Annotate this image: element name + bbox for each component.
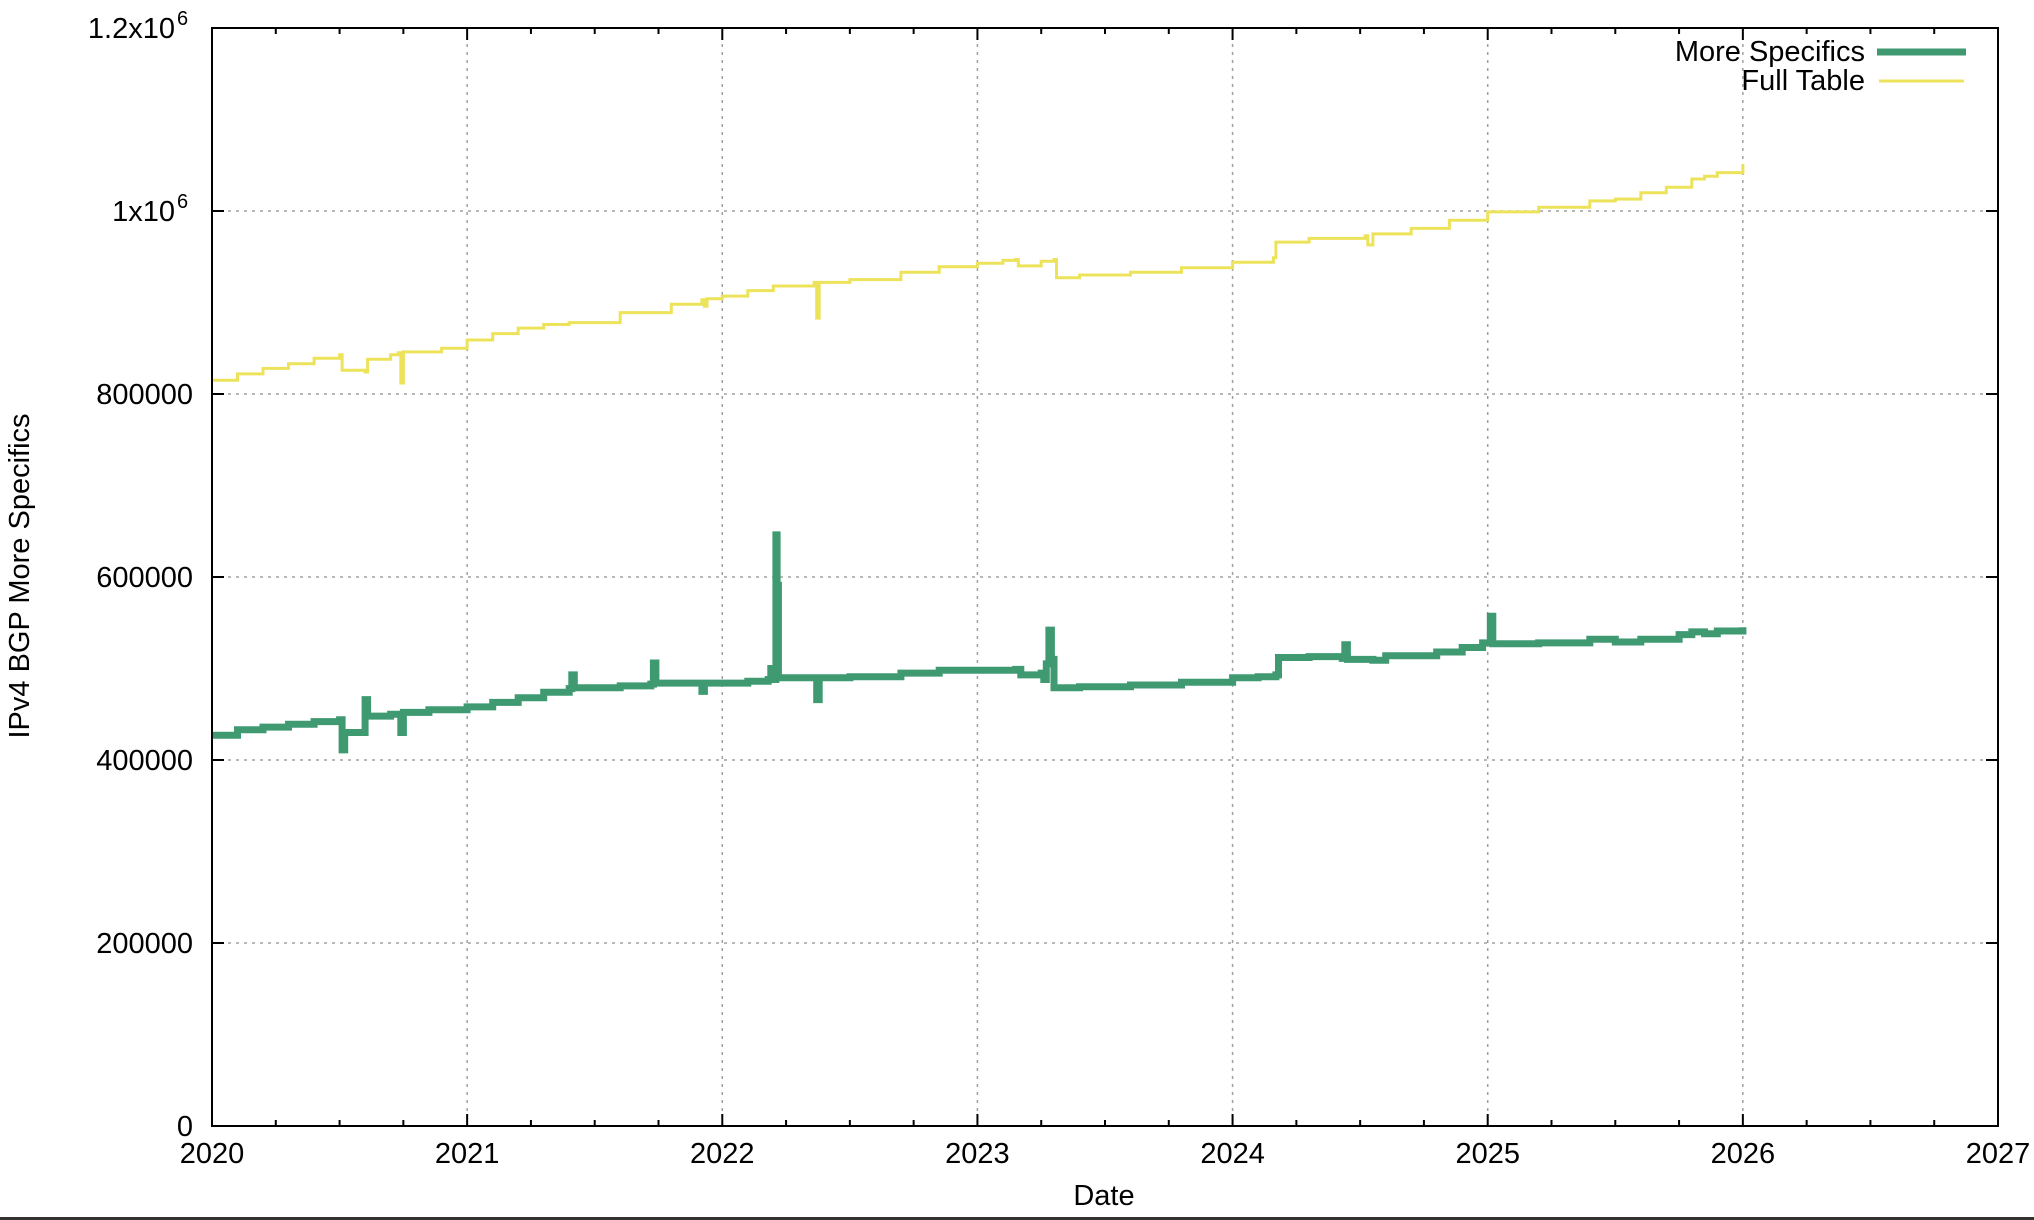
x-axis-label: Date	[1073, 1180, 1134, 1212]
grid-lines	[212, 28, 1998, 1126]
x-tick-label: 2025	[1455, 1138, 1520, 1170]
window-bottom-border	[0, 1217, 2034, 1220]
y-tick-label: 600000	[96, 562, 193, 594]
series-more-specifics	[212, 531, 1747, 754]
plot-series	[212, 164, 1747, 754]
y-tick-label: 1x10	[112, 196, 175, 228]
x-axis-tick-labels: 2020 2021 2022 2023 2024 2025 2026 2027	[180, 1138, 2031, 1170]
y-axis-label: IPv4 BGP More Specifics	[4, 413, 36, 738]
y-tick-label: 0	[177, 1111, 193, 1143]
y-tick-label: 800000	[96, 379, 193, 411]
x-tick-label: 2023	[945, 1138, 1010, 1170]
y-tick-label-exponent: 6	[177, 8, 188, 30]
x-tick-label: 2024	[1200, 1138, 1265, 1170]
x-tick-label: 2027	[1966, 1138, 2031, 1170]
x-tick-label: 2021	[435, 1138, 500, 1170]
x-tick-label: 2020	[180, 1138, 245, 1170]
y-tick-label-exponent: 6	[177, 191, 188, 213]
y-tick-label: 1.2x10	[88, 13, 175, 45]
series-full-table	[212, 164, 1745, 385]
y-tick-label: 400000	[96, 745, 193, 777]
x-tick-label: 2026	[1711, 1138, 1776, 1170]
plot-frame	[211, 27, 1999, 1127]
axis-ticks	[211, 27, 1999, 1127]
y-tick-label: 200000	[96, 928, 193, 960]
legend-label-full-table: Full Table	[1741, 65, 1865, 97]
legend: More Specifics Full Table	[1675, 36, 1966, 97]
legend-label-more-specifics: More Specifics	[1675, 36, 1865, 68]
x-tick-label: 2022	[690, 1138, 755, 1170]
